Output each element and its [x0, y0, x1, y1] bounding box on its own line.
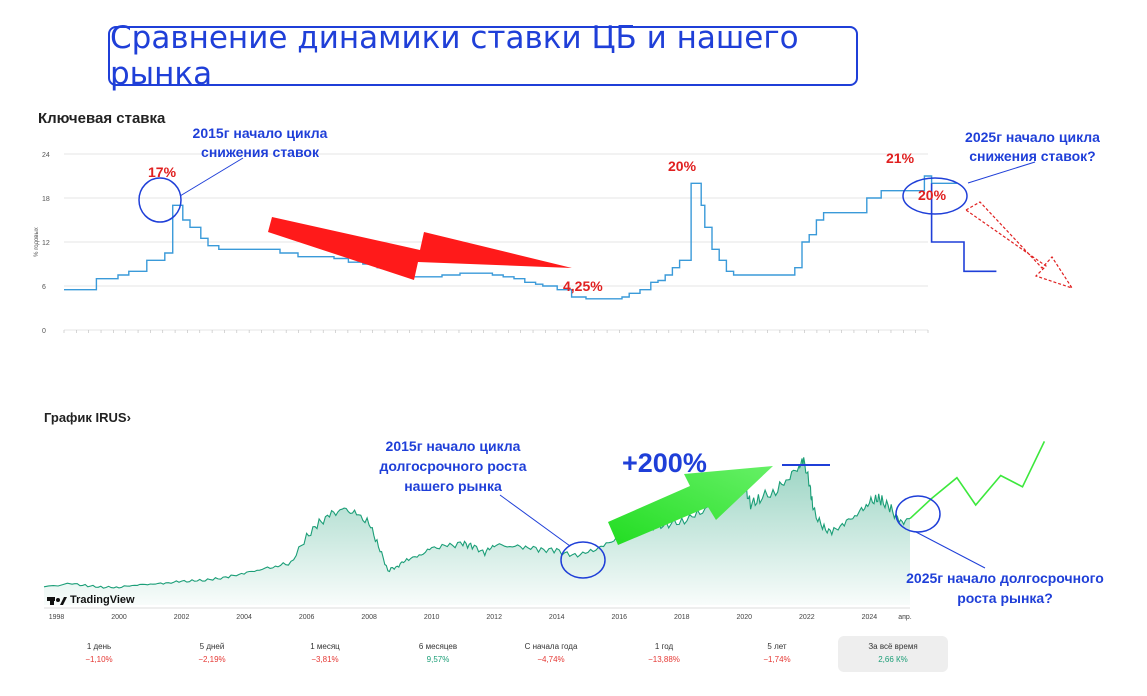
market-x-tick: 2024	[862, 614, 878, 621]
period-tab-0[interactable]: 1 день −1,10%	[44, 640, 154, 666]
period-change: −3,81%	[311, 655, 339, 664]
period-label: 1 день	[86, 642, 112, 651]
label-20-percent-2022: 20%	[668, 158, 697, 174]
market-x-tick: 2014	[549, 614, 565, 621]
label-plus-200-percent: +200%	[622, 448, 707, 478]
red-down-arrow	[268, 217, 572, 280]
period-label: 5 лет	[767, 642, 787, 651]
connector-line	[915, 531, 986, 569]
market-x-tick: 1998	[49, 614, 65, 621]
rate-chart-axis: 0 6 12 18 24 % годовых	[34, 152, 929, 335]
market-x-tick: 2008	[361, 614, 377, 621]
period-tab-7[interactable]: За всё время 2,66 К%	[838, 636, 948, 672]
highlight-ellipse-2015-market	[560, 541, 606, 579]
period-label: С начала года	[524, 642, 578, 651]
connector-line	[179, 157, 244, 197]
period-change: −2,19%	[198, 655, 226, 664]
rate-forecast-line	[930, 183, 997, 273]
period-tab-3[interactable]: 6 месяцев 9,57%	[383, 640, 493, 666]
period-tab-1[interactable]: 5 дней −2,19%	[157, 640, 267, 666]
market-x-tick: 2004	[236, 614, 252, 621]
rate-y-tick: 12	[42, 240, 50, 247]
market-x-tick: 2006	[299, 614, 315, 621]
period-change: −13,88%	[648, 655, 680, 664]
page-title: Сравнение динамики ставки ЦБ и нашего ры…	[110, 20, 799, 92]
period-tab-5[interactable]: 1 год −13,88%	[609, 640, 719, 666]
annotation-2025-market: 2025г начало долгосрочного роста рынка?	[906, 570, 1104, 606]
market-area-fill	[44, 457, 910, 605]
period-tab-2[interactable]: 1 месяц −3,81%	[270, 640, 380, 666]
period-change: −1,10%	[85, 655, 113, 664]
tradingview-logo-text: TradingView	[70, 594, 135, 606]
rate-chart-lines	[64, 175, 997, 300]
label-4-25-percent: 4,25%	[563, 278, 603, 294]
period-label: За всё время	[868, 642, 918, 651]
market-x-tick: 2016	[611, 614, 627, 621]
green-up-arrow	[608, 466, 773, 545]
market-series-line	[43, 457, 911, 589]
period-change: −4,74%	[537, 655, 565, 664]
annotation-2015-market: 2015г начало цикла долгосрочного роста н…	[379, 438, 527, 494]
market-x-tick: 2020	[737, 614, 753, 621]
market-chart-axis: 1998 2000 2002 2004 2006 2008 2010 2012 2014 2016…	[44, 607, 912, 621]
label-20-percent-2025: 20%	[918, 187, 947, 203]
connector-line	[499, 494, 571, 547]
period-change: −1,74%	[763, 655, 791, 664]
rate-y-tick: 6	[42, 284, 46, 291]
period-label: 6 месяцев	[418, 642, 458, 651]
rate-y-tick: 18	[42, 196, 50, 203]
rate-y-tick: 24	[42, 152, 50, 159]
label-17-percent: 17%	[148, 164, 177, 180]
page-title-box: Сравнение динамики ставки ЦБ и нашего ры…	[108, 20, 858, 92]
highlight-ellipse-2015-rate	[138, 177, 182, 223]
rate-y-axis-label: % годовых	[34, 227, 40, 257]
market-x-tick: 2010	[424, 614, 440, 621]
annotation-2025-rate: 2025г начало цикла снижения ставок?	[965, 129, 1100, 164]
market-x-tick: 2002	[174, 614, 190, 621]
rate-series-line	[64, 175, 957, 300]
market-x-tick: 2012	[486, 614, 502, 621]
highlight-ellipse-2025-market	[895, 495, 941, 533]
forecast-dashed-arrow	[964, 201, 1074, 290]
period-tab-4[interactable]: С начала года −4,74%	[496, 640, 606, 666]
market-chart	[43, 441, 1046, 605]
period-label: 5 дней	[199, 642, 225, 651]
annotation-2015-rate: 2015г начало цикла снижения ставок	[192, 125, 328, 160]
market-x-tick: 2022	[799, 614, 815, 621]
rate-y-tick: 0	[42, 328, 46, 335]
period-tab-6[interactable]: 5 лет −1,74%	[722, 640, 832, 666]
period-label: 1 год	[654, 642, 674, 651]
market-forecast-line	[909, 441, 1046, 520]
market-x-tick: апр.	[898, 614, 912, 621]
connector-line	[967, 161, 1036, 184]
market-x-tick: 2000	[111, 614, 127, 621]
highlight-ellipse-2025-rate	[902, 177, 968, 215]
rate-chart-grid	[64, 153, 928, 331]
rate-chart-title: Ключевая ставка	[38, 110, 166, 127]
period-change: 9,57%	[426, 655, 450, 664]
irus-chart-title[interactable]: График IRUS›	[44, 410, 131, 425]
label-21-percent: 21%	[886, 150, 915, 166]
market-x-tick: 2018	[674, 614, 690, 621]
tradingview-logo-icon	[47, 597, 67, 605]
period-label: 1 месяц	[310, 642, 340, 651]
period-change: 2,66 К%	[878, 655, 908, 664]
